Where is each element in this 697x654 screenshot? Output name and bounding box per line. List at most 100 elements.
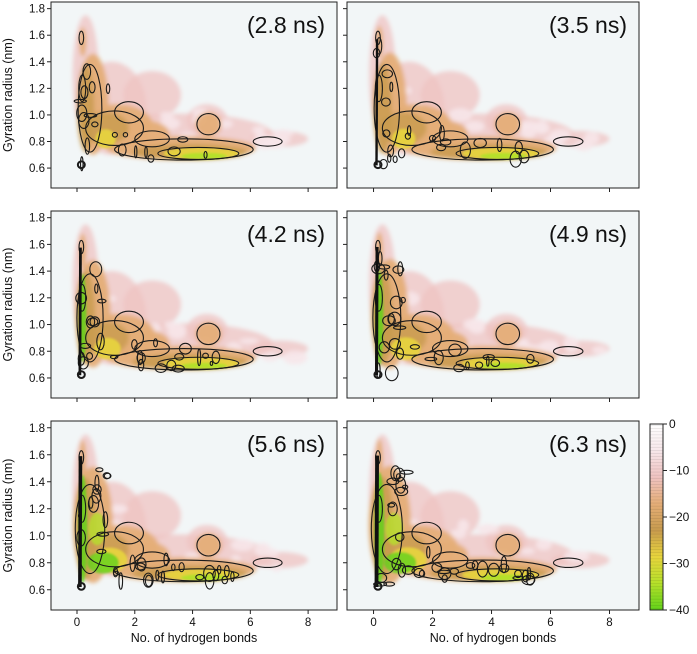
y-tick-label: 1.4: [29, 266, 46, 278]
contour-line: [500, 555, 508, 574]
contour-line: [397, 261, 404, 277]
y-tick-label: 1.4: [29, 477, 46, 489]
energy-level-region: [261, 352, 279, 362]
y-tick-label: 0.8: [29, 558, 45, 570]
contour-line: [392, 155, 398, 164]
contour-line: [171, 563, 176, 572]
y-tick-label: 1.2: [29, 83, 45, 95]
contour-line: [378, 341, 390, 354]
contour-line: [496, 137, 503, 152]
energy-level-region: [494, 321, 522, 346]
contour-line: [453, 363, 465, 373]
contour-line: [394, 486, 409, 497]
contour-line: [486, 355, 490, 367]
y-tick-label: 1.6: [29, 450, 45, 462]
contour-line: [404, 132, 412, 140]
contour-line: [525, 572, 535, 586]
contour-line: [103, 472, 112, 479]
contour-line: [114, 310, 144, 334]
contour-line: [395, 476, 407, 494]
contour-line: [78, 74, 87, 103]
y-tick-label: 0.6: [29, 163, 45, 175]
contour-line: [114, 559, 254, 583]
energy-level-region: [549, 129, 572, 142]
energy-level-region: [536, 120, 548, 134]
panel-6: 0 2 4 6 8 No. of hydrogen bonds (6.3 ns): [343, 420, 640, 645]
contour-line: [474, 361, 484, 369]
contour-line: [455, 356, 540, 370]
contour-line: [109, 354, 119, 360]
x-tick-label: 4: [488, 617, 495, 629]
contour-line: [428, 134, 437, 142]
contour-line: [111, 131, 118, 138]
contour-line: [114, 101, 144, 124]
contour-line: [399, 469, 414, 475]
y-axis-label: Gyration radius (nm): [1, 38, 15, 152]
contour-line: [78, 283, 87, 312]
contour-line: [426, 545, 431, 559]
contour-line: [374, 246, 379, 376]
contour-line: [411, 310, 442, 334]
panel-time-label: (6.3 ns): [549, 431, 627, 457]
contour-line: [94, 474, 100, 492]
x-tick-label: 8: [305, 617, 311, 629]
contour-line: [79, 156, 84, 172]
panel-time-label: (3.5 ns): [549, 12, 627, 38]
x-tick-label: 0: [370, 617, 376, 629]
contour-line: [163, 552, 169, 567]
density-map: [72, 15, 309, 172]
contour-line: [80, 85, 89, 100]
contour-line: [389, 295, 403, 310]
contour-line: [76, 370, 86, 379]
contour-line: [465, 361, 470, 370]
contour-line: [155, 569, 160, 581]
contour-line: [383, 269, 389, 281]
energy-level-region: [159, 111, 174, 120]
colorbar-tick-label: −40: [669, 603, 690, 617]
contour-line: [96, 332, 105, 351]
panel-frame: [50, 1, 338, 189]
contour-line: [411, 348, 555, 371]
density-map: [369, 224, 610, 382]
contour-line: [439, 138, 452, 146]
energy-level-region: [87, 551, 119, 574]
contour-line: [441, 574, 448, 583]
contour-line: [157, 356, 240, 370]
contour-line: [112, 567, 119, 578]
panel-frame: [50, 420, 338, 611]
panel-frame: [50, 210, 338, 399]
energy-level-region: [494, 112, 522, 137]
energy-level-region: [123, 71, 181, 119]
contour-line: [388, 338, 402, 350]
contour-lines: [74, 450, 283, 591]
panel-5: 0 2 4 6 8 0.6 0.8 1.0 1.2 1.4 1.6 1.8 Gyration radiu…: [1, 420, 338, 645]
y-tick-label: 1.4: [29, 57, 46, 69]
contour-line: [77, 356, 89, 370]
energy-level-region: [271, 564, 282, 572]
density-map: [368, 434, 610, 591]
contour-line: [395, 347, 405, 360]
contour-line: [202, 352, 209, 359]
contour-line: [114, 138, 254, 161]
contour-line: [377, 264, 391, 270]
contour-line: [374, 455, 380, 588]
panel-4: (4.9 ns): [343, 210, 640, 402]
x-axis-label: No. of hydrogen bonds: [430, 631, 556, 645]
energy-level-region: [464, 121, 485, 132]
y-tick-label: 1.8: [29, 423, 45, 435]
contour-line: [95, 467, 104, 473]
contour-line: [209, 360, 214, 367]
contour-line: [448, 343, 462, 357]
colorbar-gradient: [650, 424, 663, 610]
y-tick-label: 1.8: [29, 213, 45, 225]
contour-line: [137, 358, 145, 372]
contour-line: [449, 567, 460, 575]
colorbar-tick-label: −10: [669, 464, 690, 478]
energy-level-region: [239, 338, 259, 344]
contour-line: [473, 137, 487, 149]
density-map: [369, 15, 610, 170]
energy-level-region: [583, 132, 600, 145]
x-tick-label: 8: [606, 617, 612, 629]
contour-line: [413, 567, 425, 579]
